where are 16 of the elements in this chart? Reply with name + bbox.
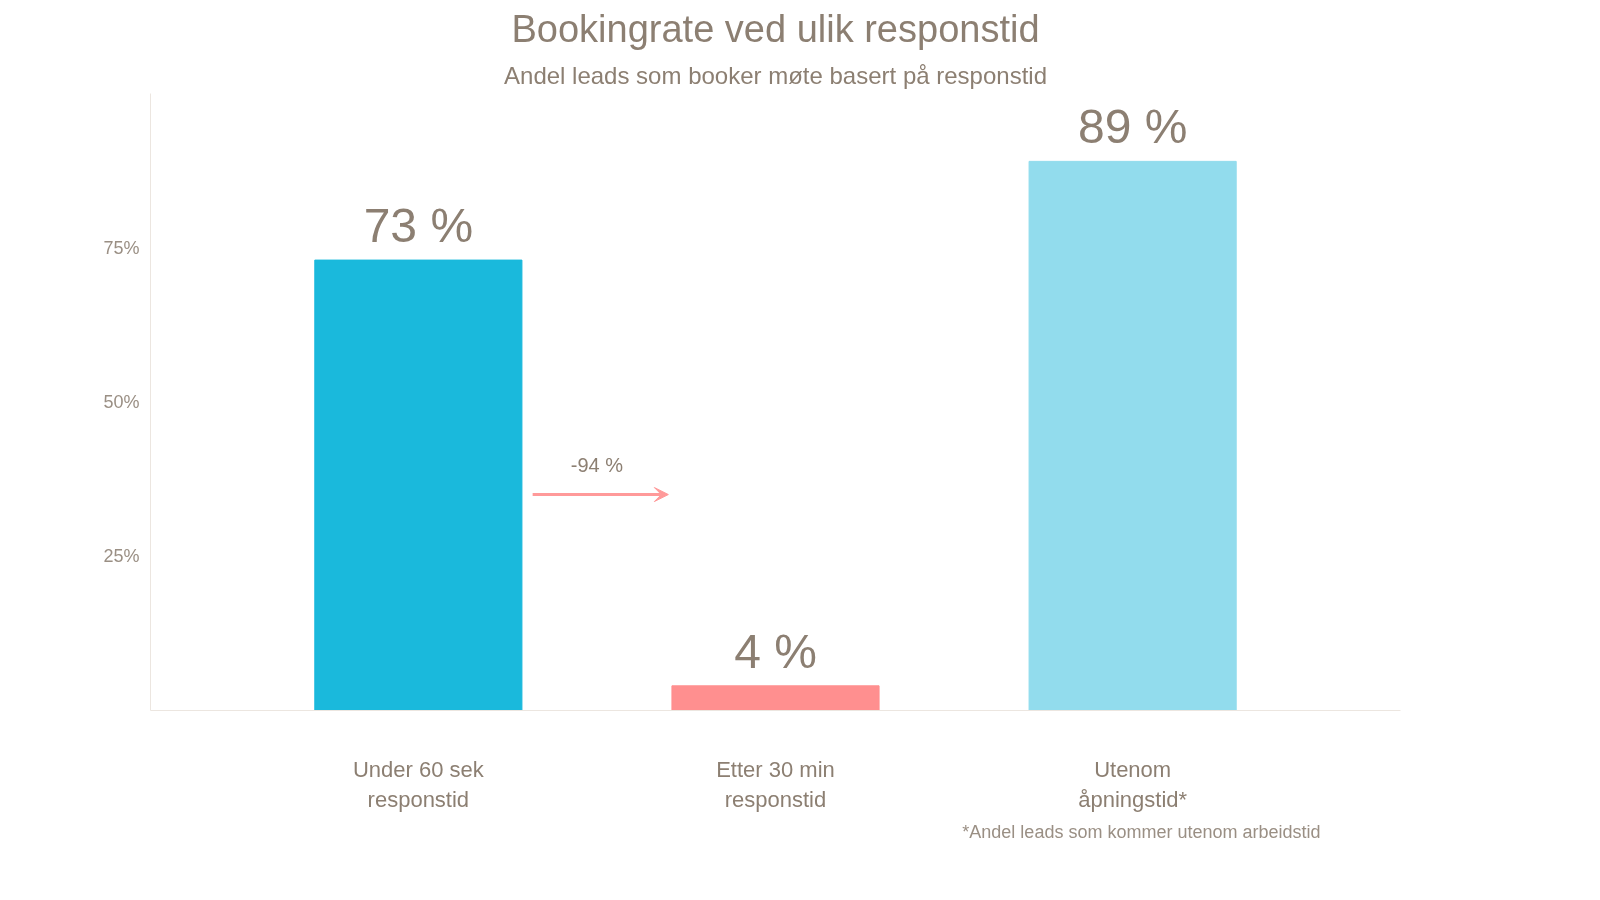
y-tick-label: 50% [103, 392, 140, 412]
data-label: 89 % [1077, 100, 1188, 154]
y-tick-label: 25% [103, 546, 140, 567]
annotation: -94 % [570, 454, 624, 477]
x-tick-label: Etter 30 min responstid [716, 756, 835, 812]
x-tick-label: Utenom åpningstid* [1078, 756, 1188, 812]
y-tick-label: 75% [103, 237, 140, 258]
x-tick-label: Under 60 sek responstid [352, 756, 485, 812]
chart-subtitle: Andel leads som booker møte basert på responstid [504, 61, 1047, 89]
data-label: 73 % [363, 199, 474, 253]
bar [671, 685, 880, 711]
bar [1028, 160, 1237, 711]
chart-title: Bookingrate ved ulik responstid [511, 7, 1040, 50]
bar [314, 259, 523, 711]
data-label: 4 % [734, 624, 817, 678]
text: *Andel leads som kommer utenom arbeidstid [962, 821, 1321, 842]
